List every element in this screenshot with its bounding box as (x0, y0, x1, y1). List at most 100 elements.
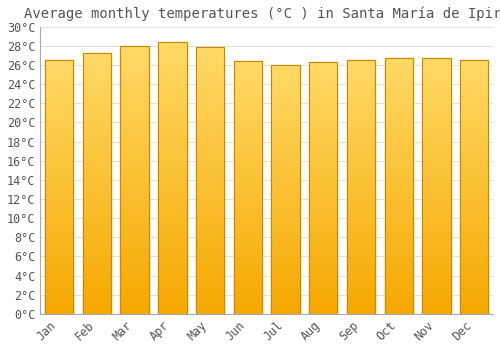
Bar (272, 180, 299, 182)
Bar (460, 68, 488, 70)
Bar (83, 141, 111, 144)
Bar (45, 152, 74, 154)
Bar (309, 231, 338, 233)
Bar (83, 196, 111, 199)
Bar (234, 76, 262, 79)
Bar (309, 92, 338, 95)
Bar (422, 283, 450, 286)
Bar (347, 60, 375, 314)
Bar (347, 65, 375, 68)
Bar (460, 238, 488, 240)
Bar (347, 93, 375, 96)
Bar (347, 230, 375, 233)
Bar (384, 130, 413, 132)
Bar (384, 140, 413, 143)
Bar (158, 69, 186, 72)
Bar (234, 289, 262, 291)
Bar (347, 157, 375, 159)
Bar (234, 251, 262, 253)
Bar (158, 287, 186, 289)
Bar (422, 97, 450, 99)
Bar (460, 233, 488, 235)
Bar (158, 178, 186, 181)
Bar (234, 248, 262, 251)
Bar (45, 306, 74, 309)
Bar (45, 172, 74, 174)
Bar (45, 98, 74, 101)
Bar (196, 84, 224, 87)
Bar (384, 232, 413, 234)
Bar (272, 107, 299, 110)
Bar (272, 227, 299, 229)
Bar (158, 213, 186, 216)
Bar (45, 147, 74, 149)
Bar (460, 200, 488, 202)
Bar (83, 149, 111, 152)
Bar (384, 92, 413, 94)
Bar (272, 254, 299, 257)
Bar (384, 268, 413, 271)
Bar (422, 288, 450, 291)
Bar (196, 114, 224, 116)
Bar (120, 199, 149, 201)
Bar (234, 210, 262, 213)
Bar (158, 186, 186, 189)
Bar (347, 129, 375, 131)
Bar (272, 234, 299, 237)
Bar (422, 168, 450, 171)
Bar (272, 267, 299, 269)
Bar (272, 249, 299, 252)
Bar (422, 173, 450, 176)
Bar (196, 111, 224, 114)
Bar (234, 173, 262, 175)
Bar (347, 136, 375, 139)
Bar (347, 238, 375, 240)
Bar (45, 202, 74, 205)
Bar (45, 225, 74, 228)
Bar (309, 246, 338, 248)
Bar (120, 311, 149, 314)
Bar (120, 169, 149, 172)
Bar (158, 284, 186, 287)
Bar (45, 248, 74, 251)
Bar (272, 70, 299, 72)
Bar (234, 152, 262, 155)
Bar (196, 274, 224, 276)
Bar (83, 309, 111, 311)
Bar (196, 106, 224, 108)
Bar (196, 276, 224, 279)
Bar (347, 233, 375, 235)
Bar (83, 58, 111, 61)
Bar (196, 242, 224, 244)
Bar (196, 293, 224, 295)
Bar (460, 197, 488, 200)
Bar (347, 251, 375, 253)
Bar (196, 223, 224, 226)
Bar (460, 80, 488, 83)
Bar (309, 274, 338, 276)
Bar (384, 178, 413, 181)
Bar (384, 224, 413, 227)
Bar (45, 266, 74, 268)
Bar (83, 220, 111, 223)
Bar (460, 243, 488, 245)
Bar (384, 240, 413, 242)
Bar (196, 151, 224, 154)
Bar (234, 273, 262, 276)
Bar (347, 268, 375, 271)
Bar (272, 274, 299, 276)
Bar (234, 271, 262, 273)
Bar (120, 225, 149, 228)
Bar (83, 105, 111, 107)
Bar (460, 60, 488, 63)
Bar (45, 65, 74, 68)
Bar (45, 121, 74, 124)
Bar (45, 210, 74, 212)
Bar (158, 83, 186, 86)
Bar (120, 266, 149, 268)
Bar (272, 269, 299, 272)
Bar (347, 76, 375, 78)
Bar (272, 68, 299, 70)
Bar (384, 166, 413, 168)
Bar (384, 296, 413, 299)
